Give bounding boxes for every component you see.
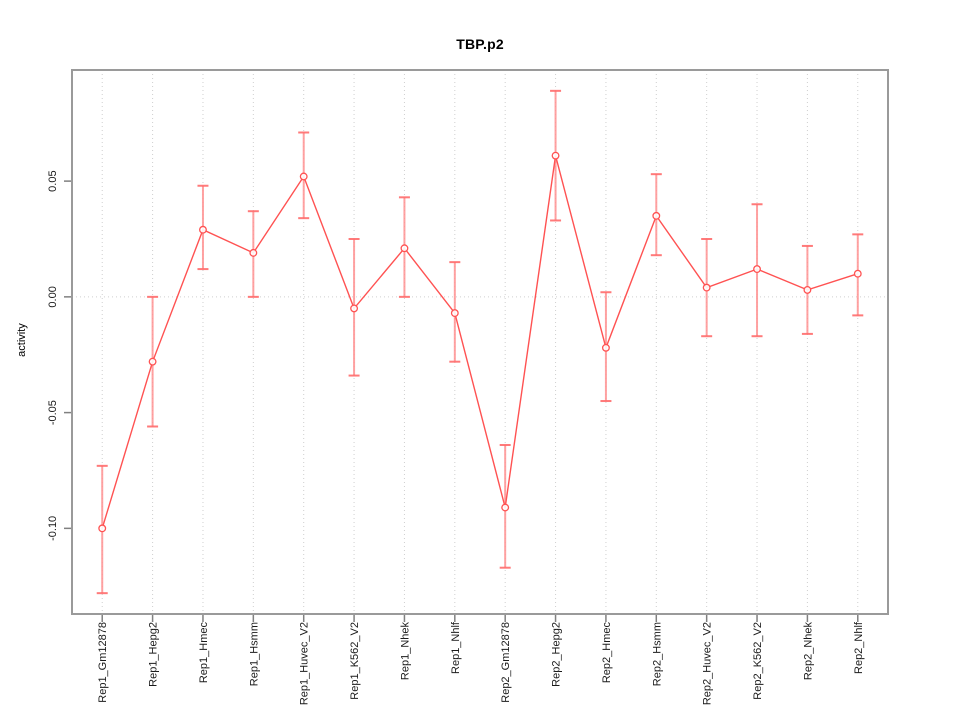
x-tick-label: Rep2_Nhlf (853, 621, 865, 674)
x-tick-label: Rep2_Hmec (601, 622, 613, 684)
data-point (702, 283, 711, 292)
data-point (652, 211, 661, 220)
data-point (299, 172, 308, 181)
x-tick-label: Rep2_Nhek (802, 622, 814, 681)
data-point (98, 524, 107, 533)
data-point (148, 357, 157, 366)
chart-title: TBP.p2 (456, 36, 504, 52)
plot-border (71, 69, 889, 615)
data-point (601, 343, 610, 352)
x-tick-label: Rep1_Gm12878 (97, 622, 109, 703)
y-tick-label: -0.05 (47, 400, 59, 425)
data-point (450, 309, 459, 318)
data-point (551, 151, 560, 160)
data-point (199, 225, 207, 234)
series-line (101, 155, 858, 529)
x-tick-label: Rep1_Hepg2 (148, 622, 160, 687)
x-tick-label: Rep1_Huvec_V2 (299, 622, 311, 705)
x-tick-label: Rep2_Gm12878 (500, 622, 512, 703)
x-tick-label: Rep2_Hsmm (651, 622, 663, 686)
x-tick-label: Rep2_K562_V2 (752, 622, 764, 700)
data-point (501, 503, 510, 512)
x-tick-label: Rep1_Nhek (399, 622, 411, 681)
x-tick-label: Rep1_Nhlf (450, 621, 462, 674)
x-tick-label: Rep1_Hsmm (248, 622, 260, 686)
y-tick-label: 0.05 (47, 170, 59, 191)
data-point (350, 304, 359, 313)
x-tick-label: Rep2_Huvec_V2 (702, 622, 714, 705)
data-point (853, 269, 862, 278)
y-tick-label: 0.00 (47, 286, 59, 307)
x-tick-label: Rep1_Hmec (198, 622, 210, 684)
data-point (753, 265, 761, 274)
y-tick-label: -0.10 (47, 516, 59, 541)
x-tick-label: Rep2_Hepg2 (551, 622, 563, 687)
data-point (249, 248, 258, 257)
x-tick-label: Rep1_K562_V2 (349, 622, 361, 700)
data-point (803, 285, 812, 294)
data-point (400, 244, 409, 253)
